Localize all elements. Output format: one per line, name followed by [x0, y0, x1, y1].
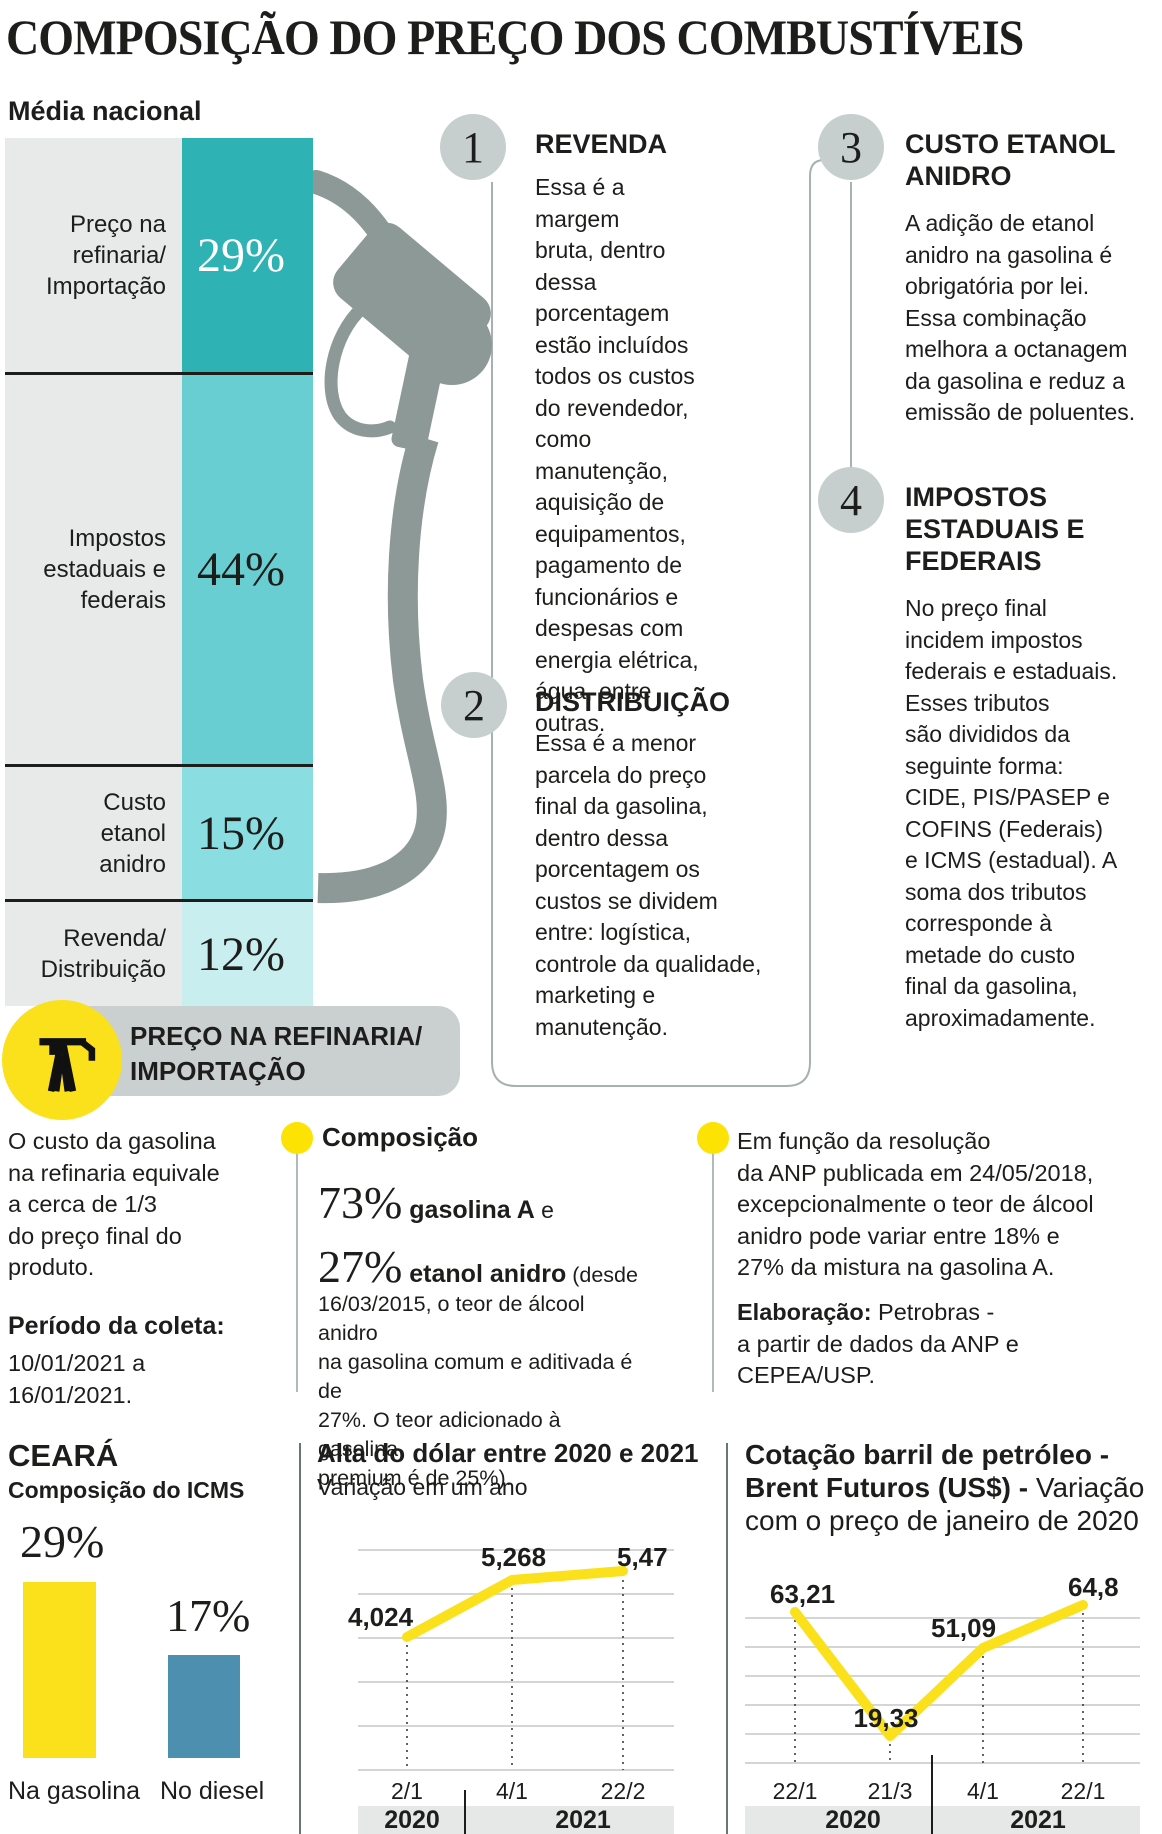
ceara-diesel-value: 17% [166, 1590, 251, 1641]
refinery-text: O custo da gasolina na refinaria equival… [8, 1128, 220, 1280]
brent-tick-1: 22/1 [773, 1778, 818, 1804]
elaboration-note: Elaboração: Petrobras - a partir de dado… [737, 1297, 1162, 1392]
elaboration-text: Petrobras - a partir de dados da ANP e C… [737, 1299, 1019, 1388]
dollar-chart-subtitle: Variação em um ano [317, 1474, 528, 1500]
step-2-number: 2 [441, 672, 507, 738]
gasoline-a-label: gasolina A [402, 1196, 535, 1224]
ceara-title: CEARÁ [8, 1438, 119, 1473]
composition-note: 16/03/2015, o teor de álcool anidro na g… [318, 1292, 633, 1490]
ethanol-tail: (desde [566, 1263, 638, 1287]
composition-heading: Composição [322, 1122, 479, 1152]
brent-value-1: 63,21 [770, 1579, 835, 1609]
dollar-tick-2: 4/1 [496, 1778, 528, 1804]
dollar-value-3: 5,47 [617, 1542, 668, 1572]
ceara-gasoline-label: Na gasolina [8, 1777, 141, 1805]
brent-year-2021: 2021 [1010, 1806, 1066, 1834]
brent-title-line2: Brent Futuros (US$) - Variação [745, 1471, 1162, 1504]
segment-label: Impostos estaduais e federais [5, 375, 182, 764]
fuel-nozzle-icon [304, 170, 492, 904]
step-2-body: Essa é a menor parcela do preço final da… [535, 730, 762, 1040]
step-4-body: No preço final incidem impostos federais… [905, 595, 1118, 1031]
refinery-banner-label: PREÇO NA REFINARIA/ IMPORTAÇÃO [130, 1021, 423, 1086]
segment-refinery: Preço na refinaria/ Importação 29% [5, 138, 313, 372]
dollar-chart: 4,024 5,268 5,47 2/1 4/1 22/2 2020 2021 [348, 1542, 674, 1834]
brent-value-3: 51,09 [931, 1613, 996, 1643]
segment-label: Custo etanol anidro [5, 767, 182, 899]
segment-value: 44% [182, 375, 313, 764]
dollar-value-1: 4,024 [348, 1602, 414, 1632]
dollar-value-2: 5,268 [481, 1542, 546, 1572]
brent-line [790, 1600, 1088, 1741]
composition-line-1: 73% gasolina A e [318, 1176, 554, 1229]
brent-tick-2: 21/3 [868, 1778, 913, 1804]
step-2-title: DISTRIBUIÇÃO [535, 687, 730, 717]
anp-bullet-icon [697, 1122, 729, 1154]
gasoline-a-share: 73% [318, 1177, 403, 1228]
composition-bullet-icon [281, 1122, 313, 1154]
segment-taxes: Impostos estaduais e federais 44% [5, 372, 313, 764]
ceara-subtitle: Composição do ICMS [8, 1477, 245, 1503]
segment-value: 15% [182, 767, 313, 899]
dollar-year-band [358, 1806, 674, 1834]
step-3-body: A adição de etanol anidro na gasolina é … [905, 210, 1136, 425]
brent-chart-title: Cotação barril de petróleo - Brent Futur… [745, 1438, 1162, 1537]
anp-note: Em função da resolução da ANP publicada … [737, 1128, 1094, 1280]
step-1-body: Essa é a margem bruta, dentro dessa porc… [535, 174, 699, 736]
refinery-banner [58, 1006, 460, 1096]
step-connector-lines [491, 159, 852, 1087]
brent-title-line3: com o preço de janeiro de 2020 [745, 1505, 1139, 1536]
segment-value: 12% [182, 902, 313, 1006]
step-4-number: 4 [818, 467, 884, 533]
gasoline-a-tail: e [534, 1197, 554, 1223]
segment-ethanol: Custo etanol anidro 15% [5, 764, 313, 899]
national-average-label: Média nacional [8, 96, 202, 126]
page-title: COMPOSIÇÃO DO PREÇO DOS COMBUSTÍVEIS [6, 9, 1024, 65]
brent-title-line2-bold: Brent Futuros (US$) - [745, 1472, 1036, 1503]
collection-period-value: 10/01/2021 a 16/01/2021. [8, 1350, 146, 1408]
segment-label: Revenda/ Distribuição [5, 902, 182, 1006]
bullet-stems [296, 1152, 714, 1392]
dollar-chart-title: Alta do dólar entre 2020 e 2021 [317, 1438, 699, 1468]
derrick-glyph [39, 1038, 96, 1092]
brent-title-line2-reg: Variação [1035, 1472, 1145, 1503]
price-composition-stacked-bar: Preço na refinaria/ Importação 29% Impos… [5, 138, 313, 1006]
brent-year-band [745, 1806, 1140, 1834]
ceara-diesel-label: No diesel [160, 1777, 265, 1805]
brent-chart: 63,21 19,33 51,09 64,8 22/1 21/3 4/1 22/… [745, 1572, 1140, 1834]
collection-period-label: Período da coleta: [8, 1312, 225, 1340]
brent-title-line1: Cotação barril de petróleo - [745, 1439, 1110, 1470]
step-3-title: CUSTO ETANOL ANIDRO [905, 129, 1116, 191]
brent-value-2: 19,33 [853, 1703, 918, 1733]
composition-line-2: 27% etanol anidro (desde [318, 1240, 638, 1293]
ceara-gasoline-bar [23, 1582, 96, 1758]
dollar-year-2020: 2020 [384, 1806, 440, 1834]
segment-label: Preço na refinaria/ Importação [5, 138, 182, 372]
ceara-gasoline-value: 29% [20, 1516, 105, 1567]
ethanol-label: etanol anidro [402, 1260, 567, 1288]
dollar-tick-1: 2/1 [391, 1778, 423, 1804]
dollar-tick-3: 22/2 [601, 1778, 646, 1804]
brent-tick-4: 22/1 [1061, 1778, 1106, 1804]
segment-value: 29% [182, 138, 313, 372]
brent-year-2020: 2020 [825, 1806, 881, 1834]
ethanol-share: 27% [318, 1241, 403, 1292]
step-4-title: IMPOSTOS ESTADUAIS E FEDERAIS [905, 482, 1085, 576]
oil-derrick-icon [2, 1000, 122, 1120]
ceara-diesel-bar [168, 1655, 240, 1758]
step-1-title: REVENDA [535, 129, 668, 159]
dollar-year-2021: 2021 [555, 1806, 611, 1834]
step-1-number: 1 [440, 114, 506, 180]
brent-tick-3: 4/1 [967, 1778, 999, 1804]
dollar-line [402, 1566, 628, 1642]
step-3-number: 3 [818, 114, 884, 180]
panel-dividers [299, 1443, 728, 1834]
elaboration-label: Elaboração: [737, 1299, 872, 1325]
brent-value-4: 64,8 [1068, 1572, 1119, 1602]
segment-resale: Revenda/ Distribuição 12% [5, 899, 313, 1006]
